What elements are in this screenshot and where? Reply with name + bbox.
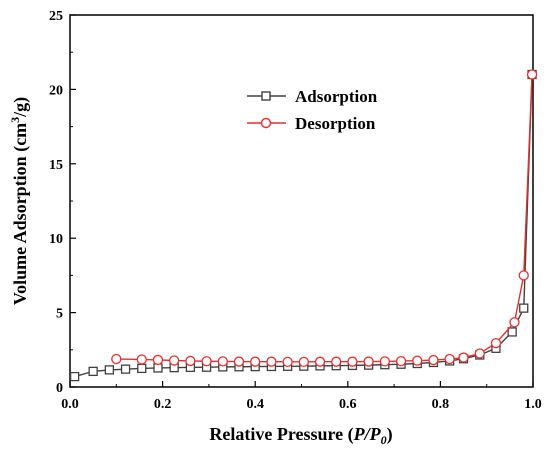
plot-frame (69, 14, 534, 388)
desorption-point (111, 353, 122, 365)
legend-marker-adsorption (261, 91, 271, 101)
x-axis-title-p: P (353, 424, 366, 444)
x-tick-label: 0.0 (61, 397, 79, 412)
desorption-point (282, 356, 293, 368)
desorption-point (379, 356, 390, 367)
desorption-point (395, 355, 407, 367)
y-tick-label: 20 (49, 83, 63, 98)
legend-label-desorption: Desorption (295, 114, 376, 133)
desorption-point (444, 353, 455, 365)
adsorption-point (137, 363, 147, 374)
legend-label-adsorption: Adsorption (295, 87, 378, 106)
desorption-point (331, 356, 342, 367)
x-tick-label: 0.6 (339, 397, 357, 412)
desorption-point (509, 317, 520, 328)
desorption-point (136, 354, 147, 365)
desorption-point (518, 270, 529, 281)
desorption-point (201, 356, 212, 367)
x-axis-title-sub: 0 (381, 433, 387, 447)
desorption-point (233, 356, 245, 367)
y-tick-label: 25 (49, 9, 63, 24)
adsorption-point (507, 327, 517, 337)
y-tick-label: 0 (56, 381, 63, 396)
x-tick-label: 1.0 (524, 397, 542, 412)
desorption-point (266, 356, 277, 367)
legend: Adsorption Desorption (247, 87, 378, 133)
adsorption-point (69, 371, 80, 382)
desorption-point (412, 355, 423, 366)
x-axis-title-slash: /P (363, 424, 382, 444)
x-axis-title-suffix: ) (387, 424, 393, 445)
desorption-point (314, 356, 326, 367)
desorption-point (152, 354, 164, 366)
legend-marker-desorption (260, 117, 272, 129)
desorption-point (363, 356, 374, 367)
axis-ticks: 0.0 0.2 0.4 0.6 0.8 1.0 0 5 10 15 20 25 (49, 9, 542, 412)
x-axis-title-prefix: Relative Pressure ( (209, 424, 353, 445)
x-tick-label: 0.2 (154, 397, 172, 412)
desorption-point (526, 69, 538, 80)
y-tick-label: 15 (49, 158, 63, 173)
x-tick-label: 0.4 (246, 397, 264, 412)
adsorption-point (88, 366, 98, 377)
desorption-point (217, 356, 228, 367)
series-desorption (111, 69, 538, 368)
series-layer (69, 69, 538, 382)
y-axis-title-suffix: /g) (10, 97, 31, 118)
desorption-point (169, 355, 180, 366)
x-tick-label: 0.8 (432, 397, 450, 412)
y-tick-label: 10 (49, 232, 63, 247)
desorption-point (474, 348, 485, 359)
adsorption-point (519, 303, 529, 313)
desorption-point (458, 352, 469, 363)
adsorption-point (120, 364, 131, 374)
y-axis-title: Volume Adsorption (cm3/g) (8, 97, 31, 305)
desorption-point (298, 356, 309, 368)
y-tick-label: 5 (56, 307, 63, 322)
desorption-point (250, 356, 261, 367)
desorption-point (185, 355, 196, 367)
adsorption-point (104, 365, 115, 375)
desorption-point (490, 337, 502, 349)
x-axis-title: Relative Pressure (P/P0) (209, 424, 392, 447)
y-axis-title-sup: 3 (8, 117, 22, 123)
desorption-point (428, 354, 439, 366)
desorption-point (347, 356, 358, 367)
y-axis-title-prefix: Volume Adsorption (cm (10, 123, 31, 305)
adsorption-point (153, 363, 163, 373)
